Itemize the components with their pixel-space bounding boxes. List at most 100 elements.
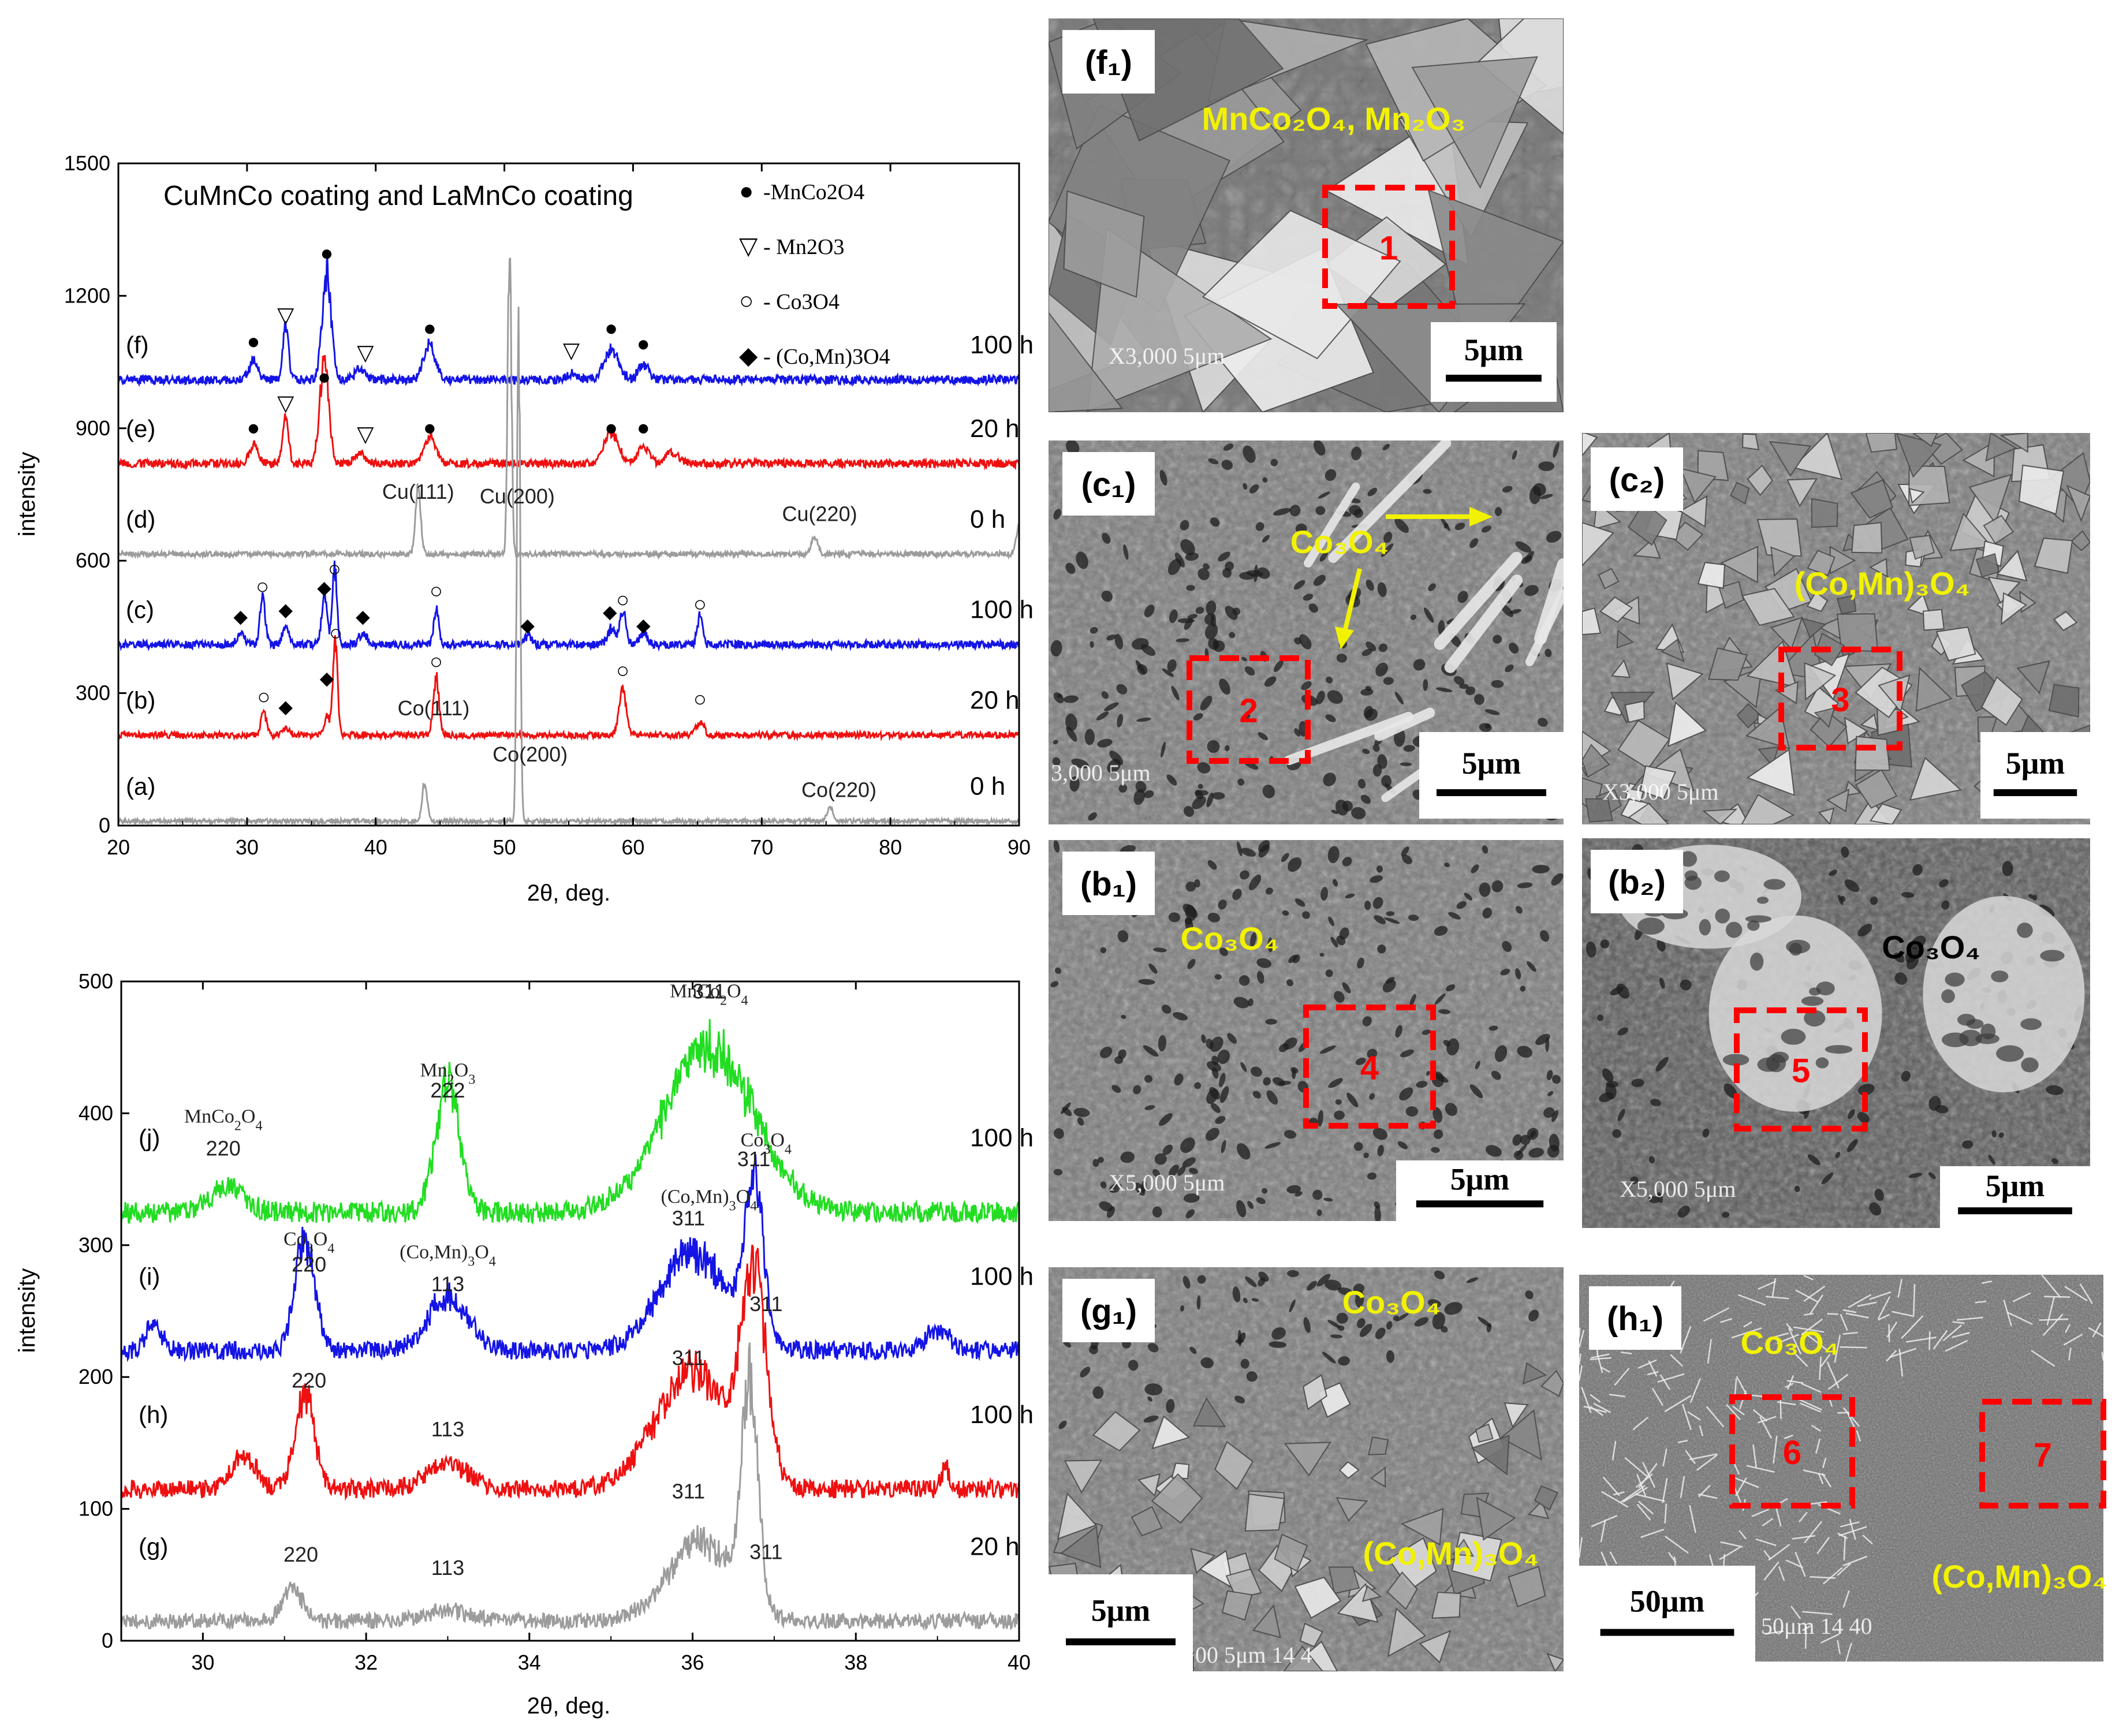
sem-crystal (1865, 433, 1897, 453)
panel-label-box (1062, 1279, 1155, 1342)
sem-pore (1050, 981, 1059, 987)
sem-crystal (1528, 1500, 1550, 1520)
sem-pore (1361, 648, 1372, 656)
scale-bar-box (1980, 732, 2090, 819)
sem-crystal (1671, 521, 1704, 551)
sem-pore (1166, 774, 1177, 786)
sem-needle (1593, 1402, 1611, 1413)
sem-needle (1768, 1332, 1789, 1339)
sem-needle (1892, 1311, 1915, 1317)
sem-needle (1795, 1551, 1806, 1577)
panel-label: (f₁) (1085, 44, 1132, 81)
sem-needle (1822, 1457, 1827, 1469)
sem-needle (1952, 1332, 1970, 1338)
sem-pore (1502, 940, 1512, 953)
sem-needle (1732, 1405, 1745, 1416)
sem-pore (1546, 531, 1562, 543)
x-tick-label: 30 (191, 1651, 214, 1674)
sem-pore (1374, 915, 1386, 924)
sem-pore (1874, 1189, 1884, 1201)
sem-needle (1758, 1280, 1777, 1290)
x-tick-label: 50 (493, 835, 516, 859)
sem-pore (1263, 1077, 1271, 1086)
sem-needle (1651, 1387, 1663, 1406)
sem-pore (2040, 950, 2065, 962)
sem-pore (1928, 1172, 1936, 1179)
sem-crystal (1836, 613, 1879, 652)
sem-needle (2063, 1334, 2083, 1346)
sem-crystal (1741, 794, 1795, 824)
sem-pore (1684, 870, 1698, 881)
sem-pore (1325, 1279, 1342, 1291)
legend-label: -MnCo2O4 (763, 180, 864, 204)
phase-marker: ○ (693, 688, 707, 712)
peak-annotation: 220 (283, 1543, 318, 1566)
sem-needle (1795, 1289, 1819, 1303)
formula-part: 3 (307, 1241, 314, 1256)
sem-pore (1781, 1028, 1806, 1045)
analysis-region-number: 3 (1831, 681, 1849, 719)
sem-pore (1351, 807, 1366, 820)
sem-crystal (1909, 535, 1935, 560)
sem-image-b2: X5,000 5μm (b₂) Co₃O₄ 5 5μm (1582, 838, 2090, 1229)
series-label: (c) (126, 596, 154, 624)
sem-needle (1787, 1380, 1804, 1384)
formula-label: (Co,Mn)3O4 (661, 1186, 758, 1214)
sem-pore (1152, 1206, 1162, 1218)
sem-instrument-caption: 50μm 14 40 (1761, 1613, 1872, 1639)
sem-pore (1360, 794, 1371, 804)
sem-pore (1366, 641, 1376, 652)
sem-pore (1206, 1061, 1221, 1072)
sem-pore (1996, 1045, 2024, 1062)
sem-needle (1647, 1371, 1659, 1376)
series-line-a (117, 307, 1020, 827)
sem-crystal (1064, 1459, 1103, 1494)
phase-tag: Co₃O₄ (1741, 1324, 1840, 1361)
sem-pore (2002, 861, 2013, 876)
sem-pore (1099, 1201, 1113, 1212)
scale-bar-label: 50μm (1630, 1584, 1705, 1619)
sem-needle (2068, 1347, 2072, 1361)
sem-pore (1206, 792, 1214, 808)
sem-pore (1457, 591, 1468, 603)
formula-part: 3 (763, 1143, 770, 1158)
sem-pore (1377, 1144, 1384, 1156)
sem-pore (1207, 740, 1220, 753)
sem-needle (1849, 1519, 1856, 1540)
scale-bar-label: 5μm (2006, 746, 2065, 781)
sem-pore (1219, 947, 1228, 957)
sem-needle (1840, 1313, 1848, 1331)
sem-pore (1355, 1058, 1366, 1065)
analysis-region-number: 7 (2034, 1436, 2052, 1474)
sem-pore (1680, 979, 1692, 991)
panel-label: (b₂) (1608, 864, 1666, 901)
sem-pore (1143, 1415, 1159, 1423)
sem-needle (1699, 1425, 1704, 1436)
sem-pore (1763, 879, 1786, 890)
sem-crystal (1202, 210, 1401, 360)
sem-pore (1176, 638, 1190, 643)
sem-crystal (1627, 501, 1667, 546)
peak-annotation: 220 (206, 1136, 241, 1160)
sem-pore (1551, 1110, 1558, 1122)
sem-pore (1323, 1197, 1333, 1202)
sem-needle (1810, 1294, 1824, 1314)
sem-crystal (1968, 473, 2012, 525)
sem-crystal (1806, 591, 1829, 613)
sem-pore (1233, 996, 1249, 1009)
sem-needle (1898, 1349, 1904, 1377)
sem-pore (1180, 520, 1189, 531)
sem-pore (1438, 1009, 1450, 1014)
sem-pore (1485, 1145, 1502, 1157)
sem-pore (1294, 728, 1301, 737)
formula-part: 2 (447, 1072, 454, 1087)
sem-pore (1426, 1070, 1430, 1076)
series-time-label: 0 h (970, 505, 1005, 533)
phase-marker: ◆ (356, 606, 370, 626)
sem-pore (1486, 1323, 1492, 1333)
panel-label-box (1591, 447, 1683, 511)
sem-pore (1372, 897, 1383, 909)
panel-label: (g₁) (1080, 1293, 1137, 1330)
series-time-label: 0 h (970, 772, 1005, 800)
